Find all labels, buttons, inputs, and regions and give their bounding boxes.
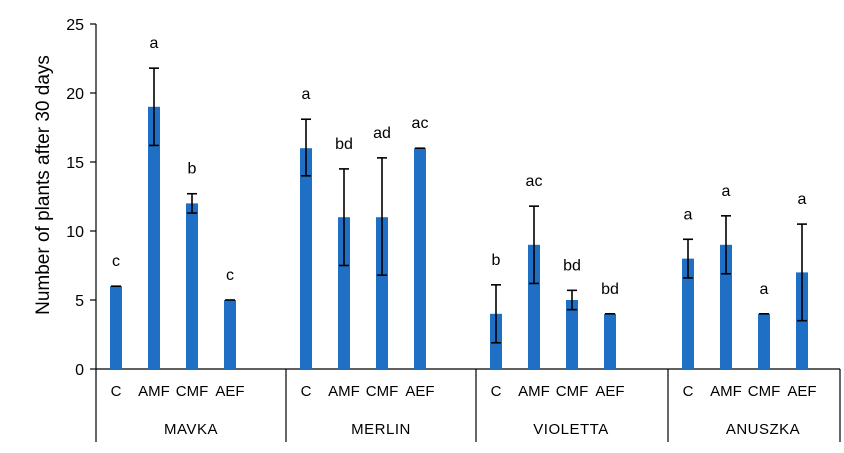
significance-label: a bbox=[760, 281, 769, 298]
category-label: AEF bbox=[405, 383, 434, 400]
category-label: CMF bbox=[176, 383, 209, 400]
y-tick-label: 20 bbox=[66, 86, 84, 103]
significance-label: bd bbox=[563, 257, 581, 274]
significance-label: ac bbox=[526, 173, 543, 190]
bar bbox=[414, 148, 426, 369]
bar bbox=[528, 244, 540, 369]
group-label: VIOLETTA bbox=[533, 421, 608, 438]
category-label: AMF bbox=[710, 383, 742, 400]
bar bbox=[148, 106, 160, 370]
bar bbox=[682, 258, 694, 369]
x-axis: MAVKA C AMF CMF AEF MERLIN C AMF CMF AEF VIOLETTA C… bbox=[95, 368, 841, 442]
significance-label: b bbox=[188, 161, 197, 178]
y-axis-label: Number of plants after 30 days bbox=[33, 55, 54, 315]
category-label: AMF bbox=[328, 383, 360, 400]
significance-label: c bbox=[112, 253, 120, 270]
category-label: CMF bbox=[748, 383, 781, 400]
bar bbox=[758, 313, 770, 369]
category-label: AMF bbox=[138, 383, 170, 400]
bar bbox=[300, 148, 312, 369]
group-label: ANUSZKA bbox=[726, 421, 800, 438]
significance-label: a bbox=[150, 35, 159, 52]
error-bars bbox=[111, 67, 807, 344]
bar bbox=[720, 244, 732, 369]
bar bbox=[338, 217, 350, 369]
bar bbox=[376, 217, 388, 369]
category-label: CMF bbox=[556, 383, 589, 400]
bar bbox=[566, 300, 578, 369]
category-label: C bbox=[683, 383, 694, 400]
group-label: MAVKA bbox=[164, 421, 218, 438]
significance-label: a bbox=[302, 86, 311, 103]
y-axis: 0 5 10 15 20 25 bbox=[66, 17, 97, 379]
significance-label: ad bbox=[373, 125, 391, 142]
group-label: MERLIN bbox=[351, 421, 411, 438]
significance-label: bd bbox=[335, 136, 353, 153]
bar bbox=[110, 286, 122, 369]
significance-label: c bbox=[226, 267, 234, 284]
category-label: C bbox=[491, 383, 502, 400]
category-label: CMF bbox=[366, 383, 399, 400]
category-label: AEF bbox=[215, 383, 244, 400]
bar bbox=[186, 203, 198, 369]
category-label: C bbox=[111, 383, 122, 400]
y-tick-label: 15 bbox=[66, 155, 84, 172]
y-tick-label: 25 bbox=[66, 17, 84, 34]
y-tick-label: 5 bbox=[75, 293, 84, 310]
y-tick-label: 0 bbox=[75, 362, 84, 379]
significance-label: ac bbox=[412, 115, 429, 132]
bars bbox=[110, 106, 808, 370]
significance-label: bd bbox=[601, 281, 619, 298]
category-label: AEF bbox=[787, 383, 816, 400]
bar bbox=[604, 313, 616, 369]
category-label: C bbox=[301, 383, 312, 400]
significance-labels: c a b c a bd ad ac b ac bd bd a a a a bbox=[112, 35, 807, 298]
significance-label: a bbox=[684, 206, 693, 223]
significance-label: b bbox=[492, 252, 501, 269]
significance-label: a bbox=[722, 183, 731, 200]
y-tick-label: 10 bbox=[66, 224, 84, 241]
significance-label: a bbox=[798, 191, 807, 208]
category-label: AMF bbox=[518, 383, 550, 400]
category-label: AEF bbox=[595, 383, 624, 400]
bar bbox=[224, 300, 236, 369]
